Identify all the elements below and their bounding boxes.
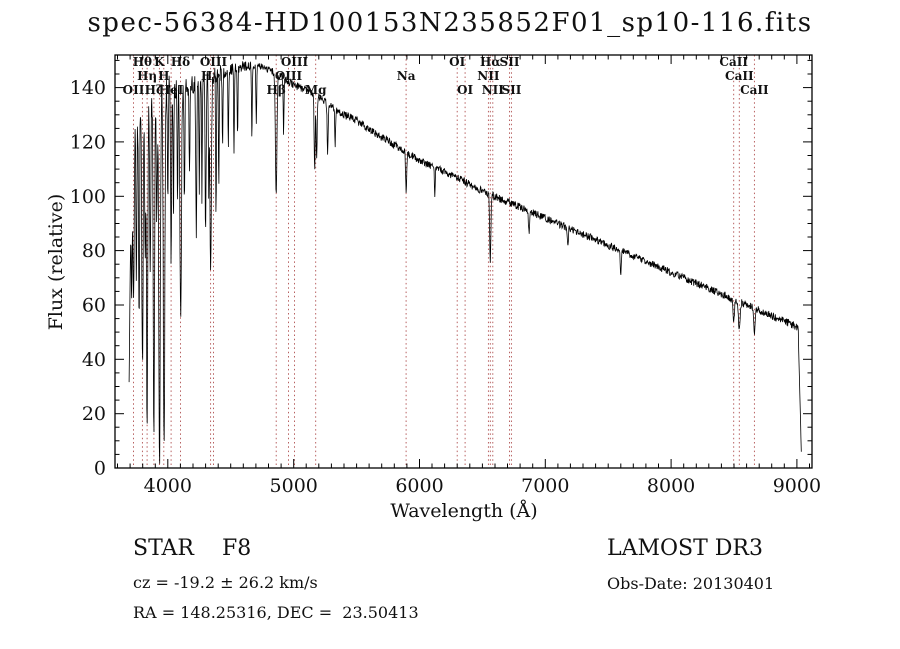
- survey-release-text: LAMOST DR3: [607, 536, 763, 561]
- y-tick-label: 0: [94, 458, 106, 480]
- x-tick-label: 7000: [521, 475, 569, 497]
- radial-velocity-text: cz = -19.2 ± 26.2 km/s: [133, 573, 318, 592]
- y-tick-label: 120: [70, 131, 106, 153]
- obs-date-text: Obs-Date: 20130401: [607, 574, 775, 593]
- x-tick-label: 8000: [647, 475, 695, 497]
- marker-label: OI: [457, 83, 473, 97]
- plot-title: spec-56384-HD100153N235852F01_sp10-116.f…: [87, 8, 813, 38]
- y-tick-label: 20: [82, 403, 106, 425]
- y-tick-label: 40: [82, 349, 106, 371]
- marker-label: Hθ: [133, 55, 152, 69]
- marker-label: OIII: [275, 69, 303, 83]
- marker-label: CaII: [740, 83, 769, 97]
- marker-label: OIII: [281, 55, 309, 69]
- marker-label: Mg: [305, 83, 327, 97]
- marker-label: Hγ: [201, 69, 220, 83]
- marker-label: Hβ: [267, 83, 286, 97]
- x-tick-label: 5000: [270, 475, 318, 497]
- y-axis-label: Flux (relative): [45, 194, 67, 331]
- marker-label: NII: [482, 83, 505, 97]
- marker-label: CaII: [725, 69, 754, 83]
- marker-label: SII: [501, 83, 521, 97]
- marker-label: Hη: [137, 69, 157, 83]
- ra-dec-text: RA = 148.25316, DEC = 23.50413: [133, 603, 419, 622]
- marker-label: CaII: [719, 55, 748, 69]
- x-tick-label: 9000: [773, 475, 821, 497]
- y-tick-label: 100: [70, 186, 106, 208]
- marker-label: Hα: [480, 55, 501, 69]
- x-tick-label: 4000: [144, 475, 192, 497]
- y-tick-label: 60: [82, 295, 106, 317]
- y-tick-label: 80: [82, 240, 106, 262]
- x-axis-label: Wavelength (Å): [390, 500, 537, 522]
- marker-label: Na: [397, 69, 416, 83]
- y-tick-label: 140: [70, 77, 106, 99]
- marker-label: OII: [123, 83, 145, 97]
- marker-label: SII: [500, 55, 520, 69]
- marker-label: NII: [477, 69, 500, 83]
- marker-label: Hζ: [145, 83, 163, 97]
- marker-label: K: [154, 55, 165, 69]
- object-class-text: STAR F8: [133, 536, 252, 561]
- marker-label: Hδ: [171, 55, 190, 69]
- marker-label: OI: [449, 55, 465, 69]
- plot-box: [114, 54, 813, 469]
- marker-label: OIII: [200, 55, 228, 69]
- marker-label: HeI: [159, 83, 184, 97]
- spectrum-line: [128, 61, 802, 464]
- x-tick-label: 6000: [395, 475, 443, 497]
- marker-label: H: [158, 69, 169, 83]
